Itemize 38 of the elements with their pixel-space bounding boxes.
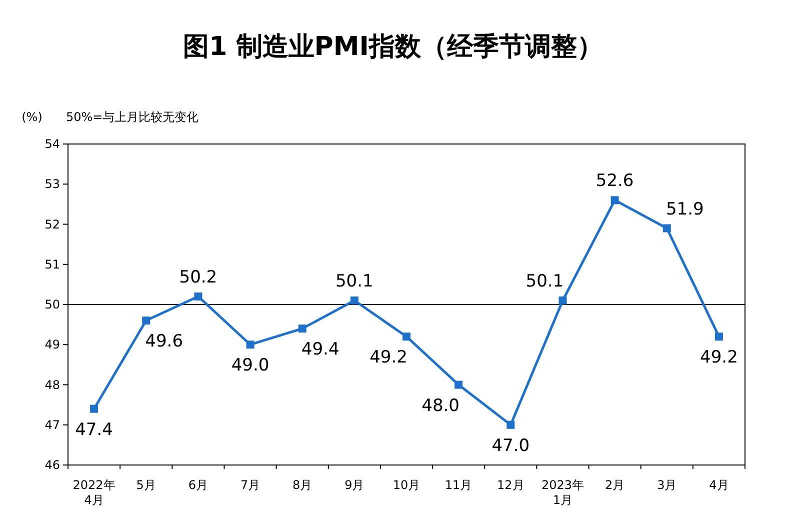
chart-title: 图1 制造业PMI指数（经季节调整）	[183, 32, 603, 62]
data-label: 50.2	[179, 267, 218, 288]
x-tick-label: 2023年 1月	[541, 478, 584, 507]
x-tick-label: 11月	[444, 478, 472, 492]
x-tick-label: 3月	[657, 478, 677, 492]
x-tick-label: 6月	[188, 478, 208, 492]
data-label: 47.0	[492, 436, 530, 456]
data-label: 47.4	[75, 420, 113, 440]
y-tick-label: 54	[44, 137, 60, 151]
y-tick-label: 47	[44, 418, 60, 432]
data-label: 50.1	[335, 271, 374, 292]
x-tick-label: 7月	[240, 478, 260, 492]
data-label: 52.6	[596, 171, 634, 192]
data-label: 49.6	[145, 332, 184, 352]
x-tick-label: 2022年 4月	[72, 478, 116, 507]
text: 50%=与上月比较无变化	[66, 110, 199, 124]
y-tick-label: 50	[44, 298, 60, 312]
y-tick-label: 48	[44, 378, 60, 392]
x-tick-label: 4月	[709, 478, 729, 492]
x-tick-label: 12月	[497, 478, 524, 492]
data-label: 48.0	[422, 396, 460, 416]
y-tick-label: 53	[44, 177, 60, 192]
x-tick-label: 10月	[392, 478, 420, 492]
data-label: 50.1	[526, 271, 564, 292]
data-label: 49.2	[370, 348, 408, 368]
y-tick-label: 52	[44, 217, 60, 232]
y-tick-label: 49	[44, 338, 60, 352]
data-label: 49.0	[231, 356, 270, 376]
y-tick-label: 51	[44, 257, 60, 272]
data-label: 51.9	[666, 199, 704, 220]
y-axis-title: (%)	[22, 110, 42, 124]
x-tick-label: 5月	[136, 478, 156, 492]
x-tick-label: 9月	[344, 478, 364, 492]
y-tick-label: 46	[44, 458, 60, 472]
data-label: 49.2	[700, 348, 738, 368]
x-tick-label: 8月	[292, 478, 312, 492]
x-tick-label: 2月	[604, 478, 625, 492]
data-label: 49.4	[301, 340, 340, 360]
